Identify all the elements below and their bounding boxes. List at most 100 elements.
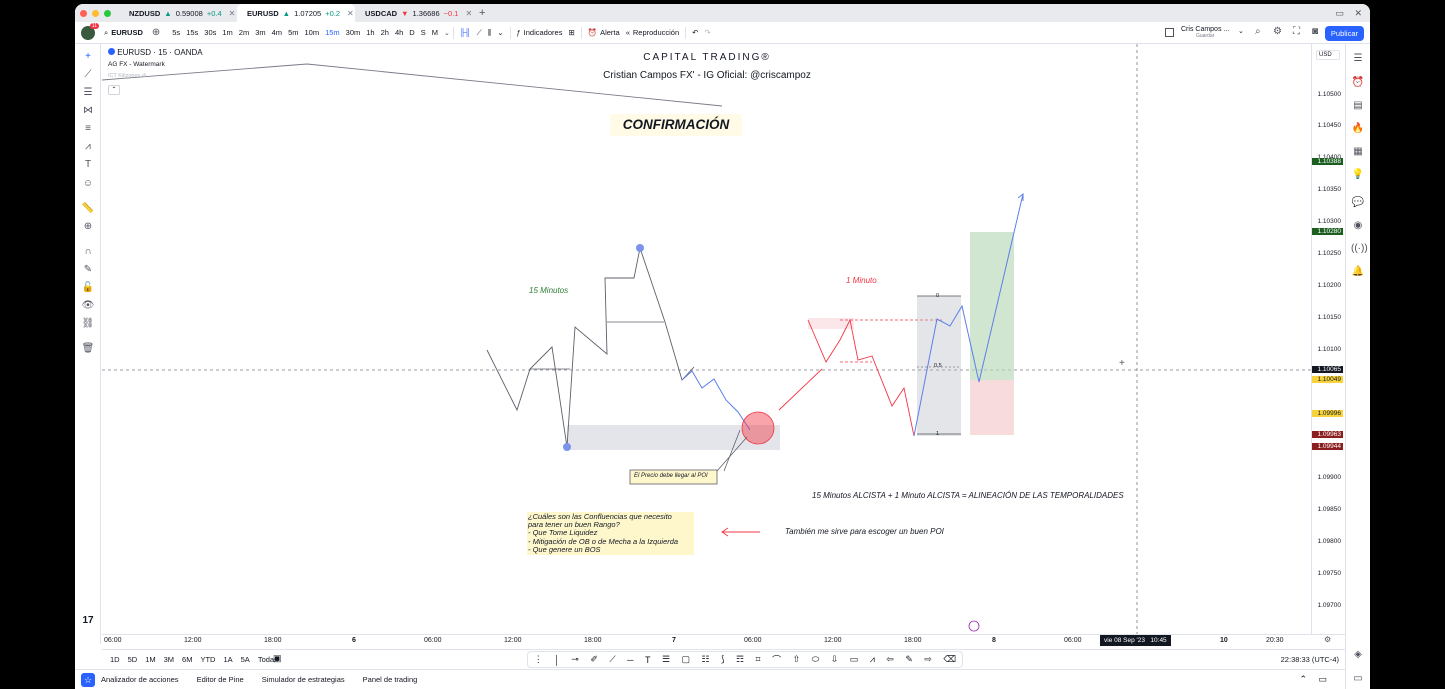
interval-2m[interactable]: 2m <box>238 28 250 37</box>
polyline-icon[interactable]: ⩘ <box>869 654 875 664</box>
projection-icon[interactable]: ⌗ <box>755 654 761 664</box>
bars-icon[interactable]: ⫼ <box>487 27 492 37</box>
close-tab-icon[interactable]: ✕ <box>228 8 236 18</box>
rectangle-icon[interactable]: ▢ <box>681 654 690 664</box>
ruler-icon[interactable]: 📏 <box>81 203 95 214</box>
range-1A[interactable]: 1A <box>223 655 233 664</box>
callout-icon[interactable]: ▭ <box>849 654 859 664</box>
arrow-up-icon[interactable]: ⇧ <box>792 654 801 664</box>
fib-retracement-icon[interactable]: ☰ <box>661 654 671 664</box>
pattern-icon[interactable]: ☶ <box>736 654 745 664</box>
range-3M[interactable]: 3M <box>163 655 175 664</box>
panel-tab[interactable]: Analizador de acciones <box>101 675 179 684</box>
horizontal-line-icon[interactable]: ─ <box>627 654 634 665</box>
panel-tab[interactable]: Editor de Pine <box>196 675 244 684</box>
close-window-icon[interactable] <box>80 9 87 17</box>
interval-1m[interactable]: 1m <box>222 28 233 37</box>
interval-5s[interactable]: 5s <box>172 28 181 37</box>
legend-watermark[interactable]: AG FX - Watermark <box>108 61 165 68</box>
search-icon[interactable]: ⌕ <box>1255 26 1261 37</box>
arc-icon[interactable]: ⌒ <box>772 655 782 665</box>
close-icon[interactable]: ✕ <box>1354 7 1362 18</box>
data-window-icon[interactable]: ▤ <box>1353 100 1363 111</box>
interval-10m[interactable]: 10m <box>304 28 320 37</box>
publish-button[interactable]: Publicar <box>1324 26 1364 41</box>
snapshot-icon[interactable]: ◙ <box>1312 26 1319 37</box>
text-icon[interactable]: T <box>644 654 651 665</box>
clock[interactable]: 22:38:33 (UTC-4) <box>1280 655 1339 664</box>
chat-icon[interactable]: 💬 <box>1351 197 1365 208</box>
ellipse-icon[interactable]: ⬭ <box>811 654 820 664</box>
magnet-icon[interactable]: ∩ <box>84 246 92 257</box>
layout-select-icon[interactable] <box>1165 28 1174 37</box>
pattern-icon[interactable]: ⩘ <box>85 141 91 152</box>
drag-handle-icon[interactable]: ⋮ <box>533 654 543 664</box>
panel-tab[interactable]: Simulador de estrategias <box>261 675 345 684</box>
event-icon[interactable] <box>968 620 980 632</box>
indicators-button[interactable]: ƒ Indicadores <box>514 22 566 44</box>
replay-button[interactable]: « Reproducción <box>623 22 682 44</box>
user-menu[interactable]: Cris Campos ... Guardar <box>1181 26 1229 40</box>
horizontal-lines-icon[interactable]: ☰ <box>83 87 93 98</box>
trendline-icon[interactable]: ⟋ <box>609 654 616 664</box>
interval-15m[interactable]: 15m <box>325 28 340 37</box>
watchlist-icon[interactable]: ☰ <box>1353 53 1363 64</box>
interval-4m[interactable]: 4m <box>271 28 283 37</box>
alert-button[interactable]: ⏰ Alerta <box>585 22 623 44</box>
crosshair-icon[interactable]: + <box>85 51 91 62</box>
interval-M[interactable]: M <box>431 28 438 37</box>
interval-30m[interactable]: 30m <box>345 28 361 37</box>
panel-icon[interactable]: ▭ <box>1353 673 1363 684</box>
calendar-icon[interactable]: ▦ <box>1353 146 1363 157</box>
chart-legend[interactable]: EURUSD · 15 · OANDA <box>108 48 203 57</box>
legend-ict[interactable]: ICT Killzones ⊘ <box>108 73 146 79</box>
hotlist-icon[interactable]: 🔥 <box>1351 123 1365 134</box>
interval-3m[interactable]: 3m <box>255 28 266 37</box>
fibonacci-icon[interactable]: ≡ <box>85 123 91 134</box>
settings-icon[interactable]: ⚙ <box>1324 635 1332 644</box>
notifications-icon[interactable]: 🔔 <box>1351 266 1365 277</box>
currency-select[interactable]: USD <box>1316 50 1340 60</box>
arrow-right-icon[interactable]: ⇨ <box>924 654 932 664</box>
chart-type-icon[interactable]: ⌄ <box>497 28 504 37</box>
interval-30s[interactable]: 30s <box>204 28 217 37</box>
range-6M[interactable]: 6M <box>182 655 193 664</box>
link-icon[interactable]: ⛓ <box>81 318 95 329</box>
lock-icon[interactable]: 🔓 <box>81 282 95 293</box>
date-range-icon[interactable]: ▣ <box>273 653 282 663</box>
range-Todas[interactable]: Todas <box>257 655 278 664</box>
chevron-down-icon[interactable]: ⌄ <box>443 29 450 37</box>
path-icon[interactable]: ⟆ <box>721 654 725 664</box>
fib-channel-icon[interactable]: ☷ <box>701 654 710 664</box>
maximize-window-icon[interactable] <box>104 9 111 17</box>
interval-4h[interactable]: 4h <box>394 28 404 37</box>
arrow-down-icon[interactable]: ⇩ <box>830 654 839 664</box>
draw-mode-icon[interactable]: ✎ <box>83 264 93 275</box>
tab-nzdusd[interactable]: NZDUSD ▲ 0.59008 +0.4 ✕ <box>119 4 237 22</box>
pitchfork-icon[interactable]: ⋈ <box>83 105 93 116</box>
time-axis[interactable]: 06:00 12:00 18:00 6 06:00 12:00 18:00 7 06:00 12:… <box>102 634 1345 647</box>
star-icon[interactable]: ☆ <box>81 672 95 687</box>
horizontal-ray-icon[interactable]: ⊸ <box>571 654 579 664</box>
minimize-window-icon[interactable] <box>92 9 99 17</box>
interval-D[interactable]: D <box>409 28 415 37</box>
chart-area[interactable]: + <box>102 44 1311 634</box>
arrow-left-icon[interactable]: ⇦ <box>886 654 894 664</box>
interval-15s[interactable]: 15s <box>186 28 199 37</box>
layers-icon[interactable]: ◈ <box>1354 649 1362 660</box>
interval-1h[interactable]: 1h <box>366 28 375 37</box>
avatar[interactable]: 11 <box>81 22 99 40</box>
compare-symbol-icon[interactable]: ⊕ <box>151 27 161 38</box>
templates-icon[interactable]: ⊞ <box>568 28 575 37</box>
brush-icon[interactable]: ✐ <box>590 654 598 664</box>
maximize-panel-icon[interactable]: ▭ <box>1318 674 1327 684</box>
new-tab-icon[interactable]: + <box>479 7 486 19</box>
interval-2h[interactable]: 2h <box>380 28 389 37</box>
broadcast-icon[interactable]: ((·)) <box>1351 243 1368 254</box>
close-tab-icon[interactable]: ✕ <box>347 8 354 18</box>
close-tab-icon[interactable]: ✕ <box>465 8 473 18</box>
chevron-up-icon[interactable]: ⌃ <box>1299 674 1307 684</box>
range-1D[interactable]: 1D <box>110 655 120 664</box>
eye-icon[interactable]: 👁 <box>81 300 95 311</box>
trash-icon[interactable]: 🗑 <box>81 343 95 354</box>
